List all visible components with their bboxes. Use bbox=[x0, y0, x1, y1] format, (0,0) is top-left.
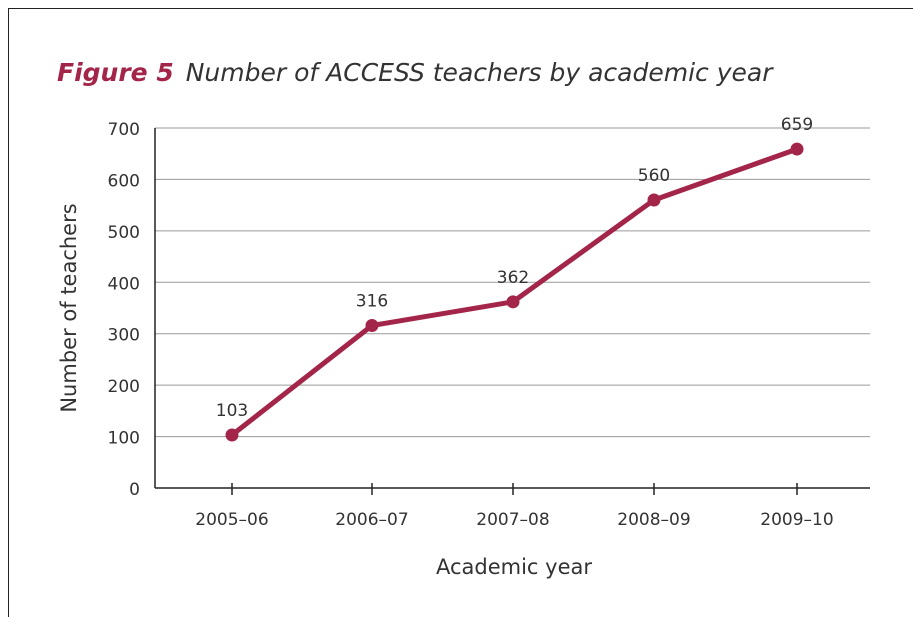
y-tick-label: 300 bbox=[108, 326, 140, 346]
x-tick-label: 2009–10 bbox=[760, 510, 833, 530]
y-tick-label: 700 bbox=[108, 120, 140, 140]
data-label: 659 bbox=[781, 115, 813, 135]
data-point bbox=[791, 143, 804, 156]
data-label: 560 bbox=[638, 166, 670, 186]
x-tick-label: 2006–07 bbox=[335, 510, 408, 530]
x-tick-label: 2005–06 bbox=[195, 510, 268, 530]
data-label: 316 bbox=[356, 291, 388, 311]
y-axis-title: Number of teachers bbox=[57, 203, 81, 412]
data-label: 362 bbox=[497, 268, 529, 288]
axes: 0 100 200 300 400 500 600 700 2005–06 2006–07 2007… bbox=[108, 120, 870, 530]
series-line bbox=[232, 149, 797, 435]
y-tick-label: 0 bbox=[129, 480, 140, 500]
series: 103 316 362 560 659 bbox=[216, 115, 813, 441]
data-point bbox=[226, 429, 239, 442]
y-tick-label: 200 bbox=[108, 377, 140, 397]
data-label: 103 bbox=[216, 401, 248, 421]
data-point bbox=[366, 319, 379, 332]
y-tick-label: 500 bbox=[108, 223, 140, 243]
data-point bbox=[507, 295, 520, 308]
x-tick-label: 2008–09 bbox=[617, 510, 690, 530]
y-tick-label: 100 bbox=[108, 429, 140, 449]
y-tick-label: 400 bbox=[108, 274, 140, 294]
data-point bbox=[648, 194, 661, 207]
y-tick-label: 600 bbox=[108, 171, 140, 191]
x-axis-title: Academic year bbox=[436, 555, 592, 579]
x-tick-label: 2007–08 bbox=[476, 510, 549, 530]
